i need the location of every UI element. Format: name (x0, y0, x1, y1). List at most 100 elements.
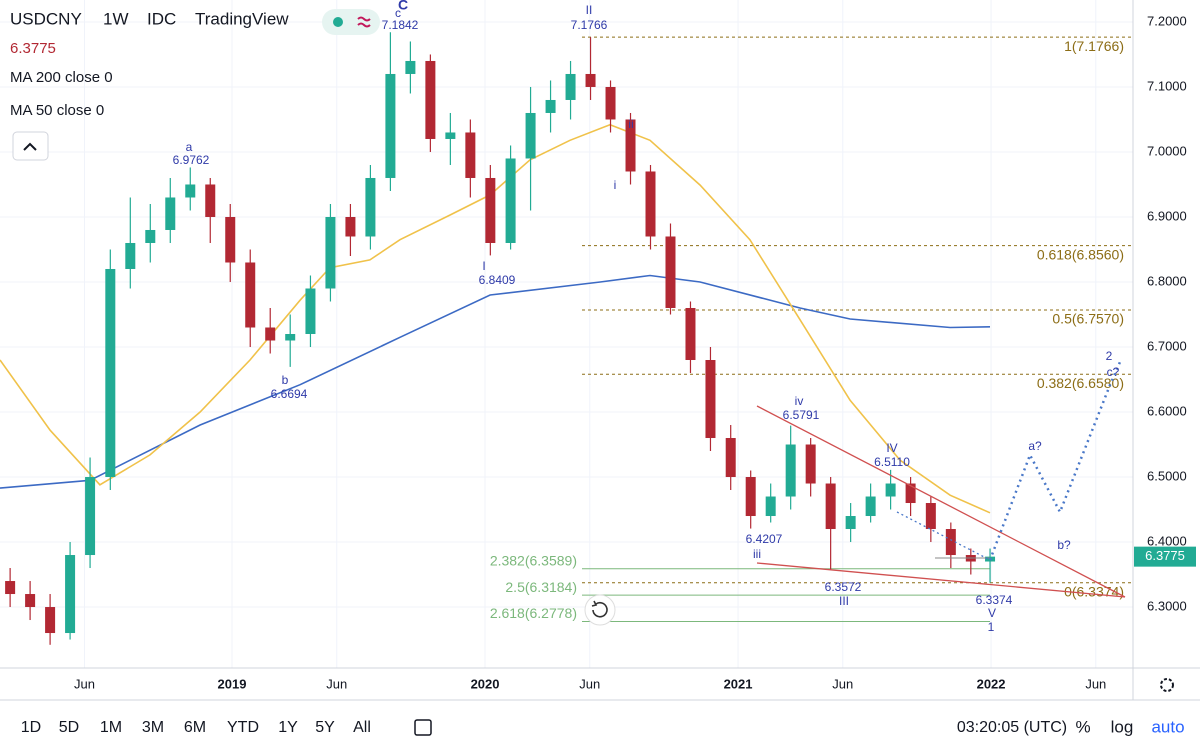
y-tick-label: 7.1000 (1147, 78, 1187, 93)
candle-body (525, 112, 536, 159)
indicator: MA 200 close 0 (10, 69, 113, 86)
candle-body (65, 555, 76, 634)
range-button[interactable]: 6M (184, 719, 206, 736)
wave-label: 6.8409 (479, 273, 516, 287)
wave-label: b (282, 373, 289, 387)
grid (0, 0, 1133, 668)
y-tick-label: 6.4000 (1147, 533, 1187, 548)
candle-body (445, 132, 456, 139)
candle-body (105, 268, 116, 478)
range-button[interactable]: 5Y (315, 719, 335, 736)
y-tick-label: 6.5000 (1147, 468, 1187, 483)
range-buttons: 1D 5D 1M 3M 6M YTD 1Y 5Y All (21, 719, 371, 736)
candle-body (305, 288, 316, 334)
last-price: 6.3775 (10, 40, 56, 57)
wave-label: 6.9762 (173, 153, 210, 167)
candle-body (325, 216, 336, 289)
candle-body (185, 184, 196, 198)
range-button[interactable]: 1M (100, 719, 122, 736)
wave-label: c? (1107, 365, 1120, 379)
candle-body (45, 607, 56, 634)
candle-body (565, 73, 576, 100)
range-button[interactable]: YTD (227, 719, 259, 736)
replay-icon (591, 600, 608, 618)
fib-label: 0.618(6.8560) (1037, 246, 1124, 262)
candle-body (425, 60, 436, 139)
status-icon (357, 16, 371, 28)
candle-body (545, 99, 556, 113)
wave-label: 1 (988, 620, 995, 634)
candle-body (705, 360, 716, 439)
collapse-icon (23, 142, 37, 151)
wave-label: 6.5791 (783, 408, 820, 422)
toolbar: 1D 5D 1M 3M 6M YTD 1Y 5Y All 03:20:05 (UTC) % lo… (21, 678, 1185, 736)
wave-label: I (482, 259, 485, 273)
wave-label: i (614, 178, 617, 192)
moving-average (0, 274, 991, 489)
range-button[interactable]: 5D (59, 719, 79, 736)
y-tick-label: 6.3000 (1147, 598, 1187, 613)
candle-body (805, 444, 816, 484)
range-button[interactable]: All (353, 719, 371, 736)
candle-body (125, 242, 136, 269)
candle-body (285, 334, 296, 341)
interval: 1W (103, 9, 129, 28)
scale-option[interactable]: log (1111, 717, 1134, 736)
candle-body (905, 483, 916, 504)
candle-body (745, 477, 756, 517)
candle-body (645, 171, 656, 237)
x-tick-label: 2019 (218, 676, 247, 691)
candle-body (665, 236, 676, 308)
y-tick-label: 7.0000 (1147, 143, 1187, 158)
clock: 03:20:05 (UTC) (957, 719, 1067, 736)
range-button[interactable]: 1D (21, 719, 41, 736)
collapse-button[interactable] (12, 131, 49, 161)
wave-label: C (398, 0, 408, 13)
source: IDC (147, 9, 176, 28)
y-tick-label: 6.7000 (1147, 338, 1187, 353)
wave-label: 7.1766 (571, 18, 608, 32)
wave-label: II (586, 3, 593, 17)
y-tick-label: 7.2000 (1147, 13, 1187, 28)
candle-body (765, 496, 776, 517)
candle-body (785, 444, 796, 497)
x-tick-label: Jun (74, 676, 95, 691)
scale-option[interactable]: % (1075, 717, 1090, 736)
replay-button[interactable] (584, 594, 616, 626)
candle-body (945, 529, 956, 556)
candle-body (685, 307, 696, 361)
wave-label: ii (628, 117, 633, 131)
wave-label: IV (886, 441, 897, 455)
status-pill[interactable] (322, 9, 380, 35)
trend-line (756, 562, 1126, 598)
candle-body (605, 86, 616, 120)
x-tick-label: 2022 (977, 676, 1006, 691)
candle-body (5, 581, 16, 595)
scale-option[interactable]: auto (1151, 717, 1184, 736)
candle-body (385, 73, 396, 178)
y-tick-label: 6.6000 (1147, 403, 1187, 418)
settings-icon[interactable] (1160, 678, 1174, 692)
candle-body (725, 438, 736, 478)
candles (5, 32, 996, 645)
y-tick-label: 6.9000 (1147, 208, 1187, 223)
candle-body (85, 477, 96, 556)
candle-body (205, 184, 216, 217)
wave-label: 6.4207 (746, 532, 783, 546)
calendar-icon[interactable] (414, 719, 432, 736)
range-button[interactable]: 3M (142, 719, 164, 736)
range-button[interactable]: 1Y (278, 719, 298, 736)
wave-label: 6.3572 (825, 580, 862, 594)
x-tick-label: 2020 (471, 676, 500, 691)
wave-label: 6.3374 (976, 593, 1013, 607)
fib-label: 0.5(6.7570) (1052, 311, 1124, 327)
x-tick-label: Jun (326, 676, 347, 691)
candle-body (505, 158, 516, 243)
candle-body (365, 177, 376, 237)
wave-label: 6.6694 (271, 387, 308, 401)
fib-label: 0.382(6.6580) (1037, 375, 1124, 391)
candle-body (25, 594, 36, 608)
wave-label: a (186, 140, 193, 154)
